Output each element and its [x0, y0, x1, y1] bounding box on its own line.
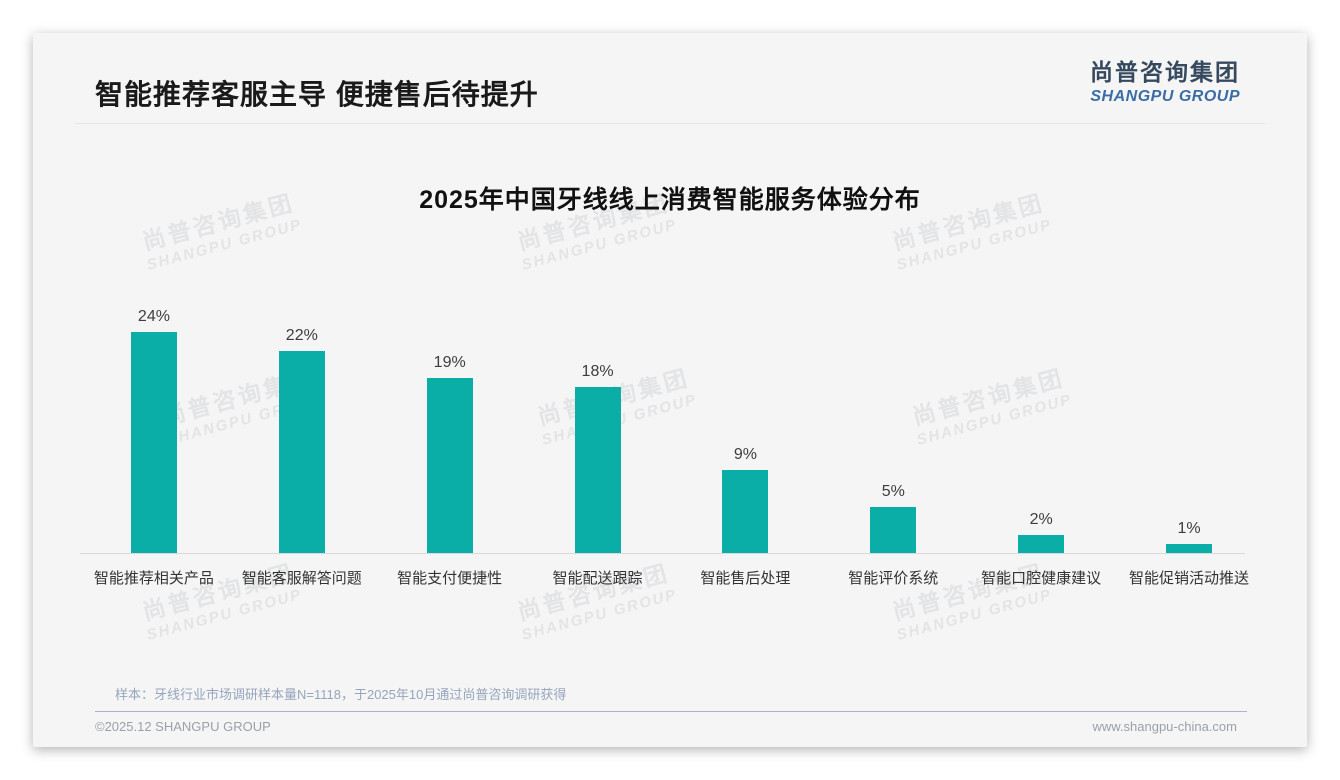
bar-column: 9% [672, 203, 820, 553]
bar-value-label: 1% [1177, 519, 1201, 537]
bar-column: 18% [524, 203, 672, 553]
bar-category-label: 智能配送跟踪 [552, 570, 643, 587]
bar-category-label: 智能评价系统 [848, 570, 939, 587]
bar-category-label: 智能推荐相关产品 [93, 570, 214, 587]
logo-english-text: SHANGPU GROUP [1090, 88, 1240, 105]
bar-category-label: 智能支付便捷性 [397, 570, 503, 587]
bar [130, 332, 177, 553]
copyright-text: ©2025.12 SHANGPU GROUP [95, 719, 271, 734]
bar-column: 1% [1115, 203, 1263, 553]
bar [426, 378, 473, 553]
bar-value-label: 18% [581, 363, 614, 381]
bar-chart: 24% 22% 19% 18% 9% 5% 2% 1% [80, 203, 1263, 553]
bar-column: 5% [819, 203, 967, 553]
bar-category-label: 智能促销活动推送 [1129, 570, 1250, 587]
chart-title: 2025年中国牙线线上消费智能服务体验分布 [419, 186, 921, 214]
x-axis-line [80, 553, 1245, 554]
bar-category-label: 智能口腔健康建议 [981, 570, 1102, 587]
website-url: www.shangpu-china.com [1092, 719, 1237, 734]
bar [574, 387, 621, 553]
bar [1018, 534, 1065, 553]
bar-category-label: 智能客服解答问题 [241, 570, 362, 587]
bar-value-label: 22% [285, 326, 318, 344]
x-axis-labels: 智能推荐相关产品 智能客服解答问题 智能支付便捷性 智能配送跟踪 智能售后处理 智能评价系… [80, 567, 1263, 588]
footer-divider [95, 711, 1247, 712]
bar-column: 24% [80, 203, 228, 553]
slide-card: 尚普咨询集团 SHANGPU GROUP 尚普咨询集团 SHANGPU GROUP 尚普… [33, 33, 1307, 747]
bar [1166, 543, 1213, 553]
page-title: 智能推荐客服主导 便捷售后待提升 [95, 79, 539, 110]
footer-bar: ©2025.12 SHANGPU GROUP www.shangpu-china… [95, 719, 1237, 734]
bar-column: 19% [376, 203, 524, 553]
sample-footnote: 样本：牙线行业市场调研样本量N=1118，于2025年10月通过尚普咨询调研获得 [115, 687, 567, 702]
bar-value-label: 5% [881, 483, 905, 500]
logo-chinese-text: 尚普咨询集团 [1090, 59, 1240, 85]
bar [722, 470, 769, 553]
bar-value-label: 19% [433, 354, 466, 372]
bar-column: 22% [228, 203, 376, 553]
bar [278, 350, 325, 553]
company-logo: 尚普咨询集团 SHANGPU GROUP [1090, 53, 1240, 106]
bar-value-label: 24% [137, 308, 170, 326]
bar-column: 2% [967, 203, 1115, 553]
bar-value-label: 9% [733, 446, 757, 464]
bar-value-label: 2% [1029, 510, 1053, 528]
bar-category-label: 智能售后处理 [700, 570, 791, 587]
header-divider [75, 123, 1265, 124]
bar [870, 507, 917, 553]
